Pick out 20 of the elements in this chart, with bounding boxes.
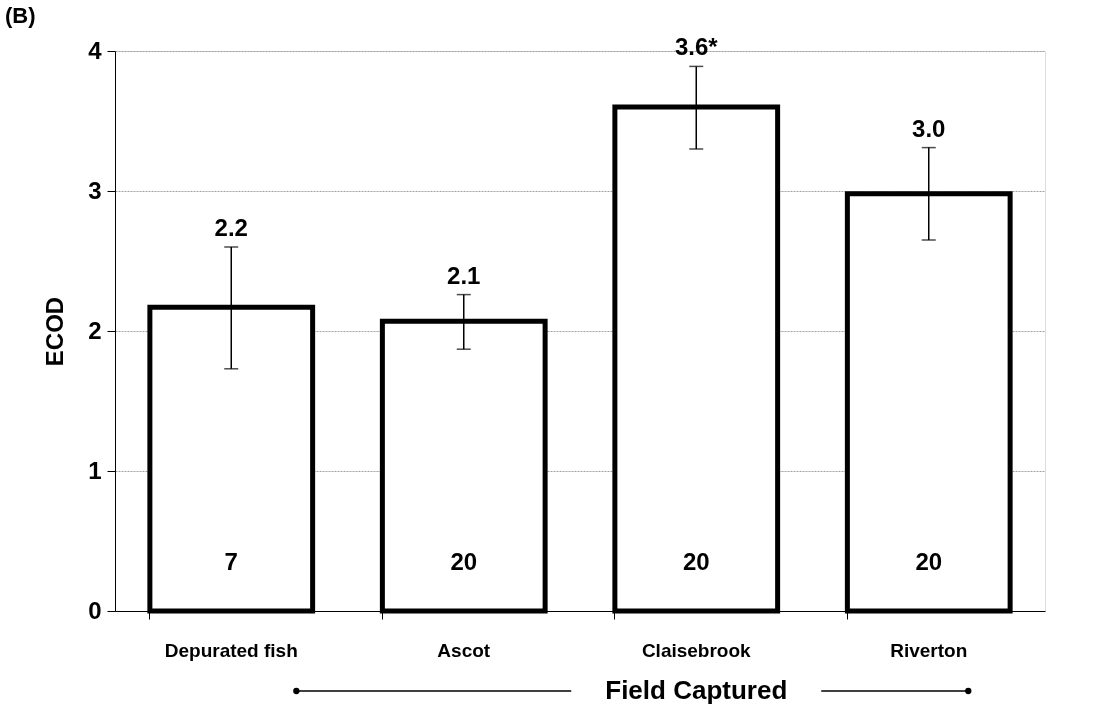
y-tick-label: 3 [88,176,102,204]
data-label: 3.0 [912,114,946,142]
y-tick-label: 2 [88,316,102,344]
data-label: 2.1 [447,261,481,289]
y-tick-label: 1 [88,456,102,484]
data-label: 2.2 [214,214,248,241]
y-tick-label: 0 [88,596,102,624]
y-axis-title: ECOD [41,296,69,367]
y-tick-label: 4 [88,36,103,64]
annotation: 7 [224,548,238,575]
x-tick-label: Ascot [437,639,491,661]
annotation: 20 [682,548,710,575]
annotation: 20 [450,548,478,575]
annotation: 20 [915,548,943,575]
x-tick-label: Riverton [890,639,968,661]
x-tick-label: Depurated fish [164,639,298,661]
chart-title: (B) [5,3,36,29]
x-tick-label: Claisebrook [641,639,752,661]
x-axis-title: Field Captured [605,675,788,705]
data-label: 3.6* [674,33,719,61]
